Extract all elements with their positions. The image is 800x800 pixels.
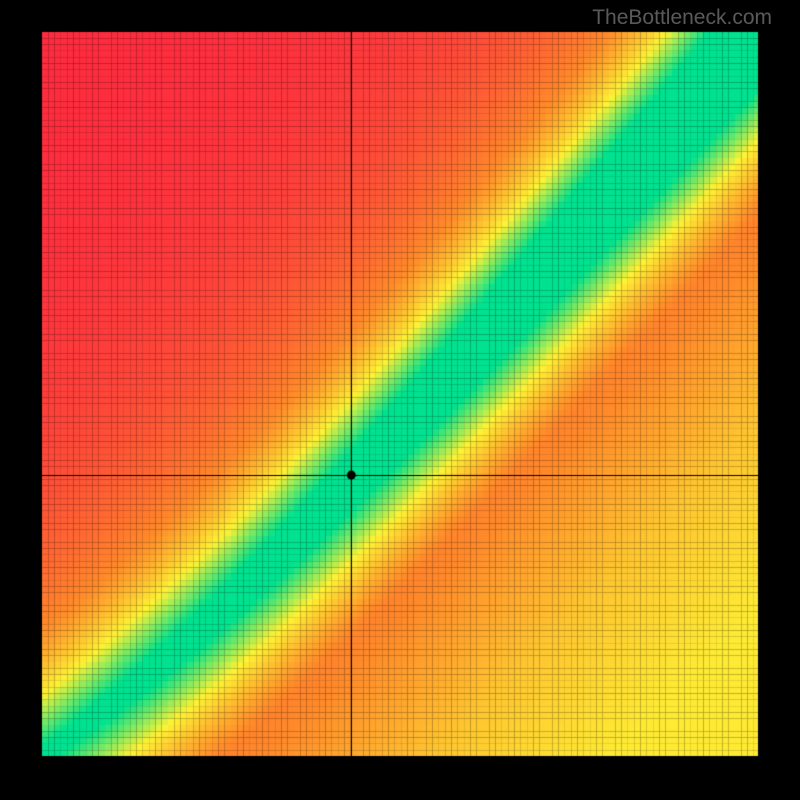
watermark-text: TheBottleneck.com xyxy=(592,6,772,30)
chart-container: TheBottleneck.com xyxy=(0,0,800,800)
heatmap-canvas xyxy=(0,0,800,800)
